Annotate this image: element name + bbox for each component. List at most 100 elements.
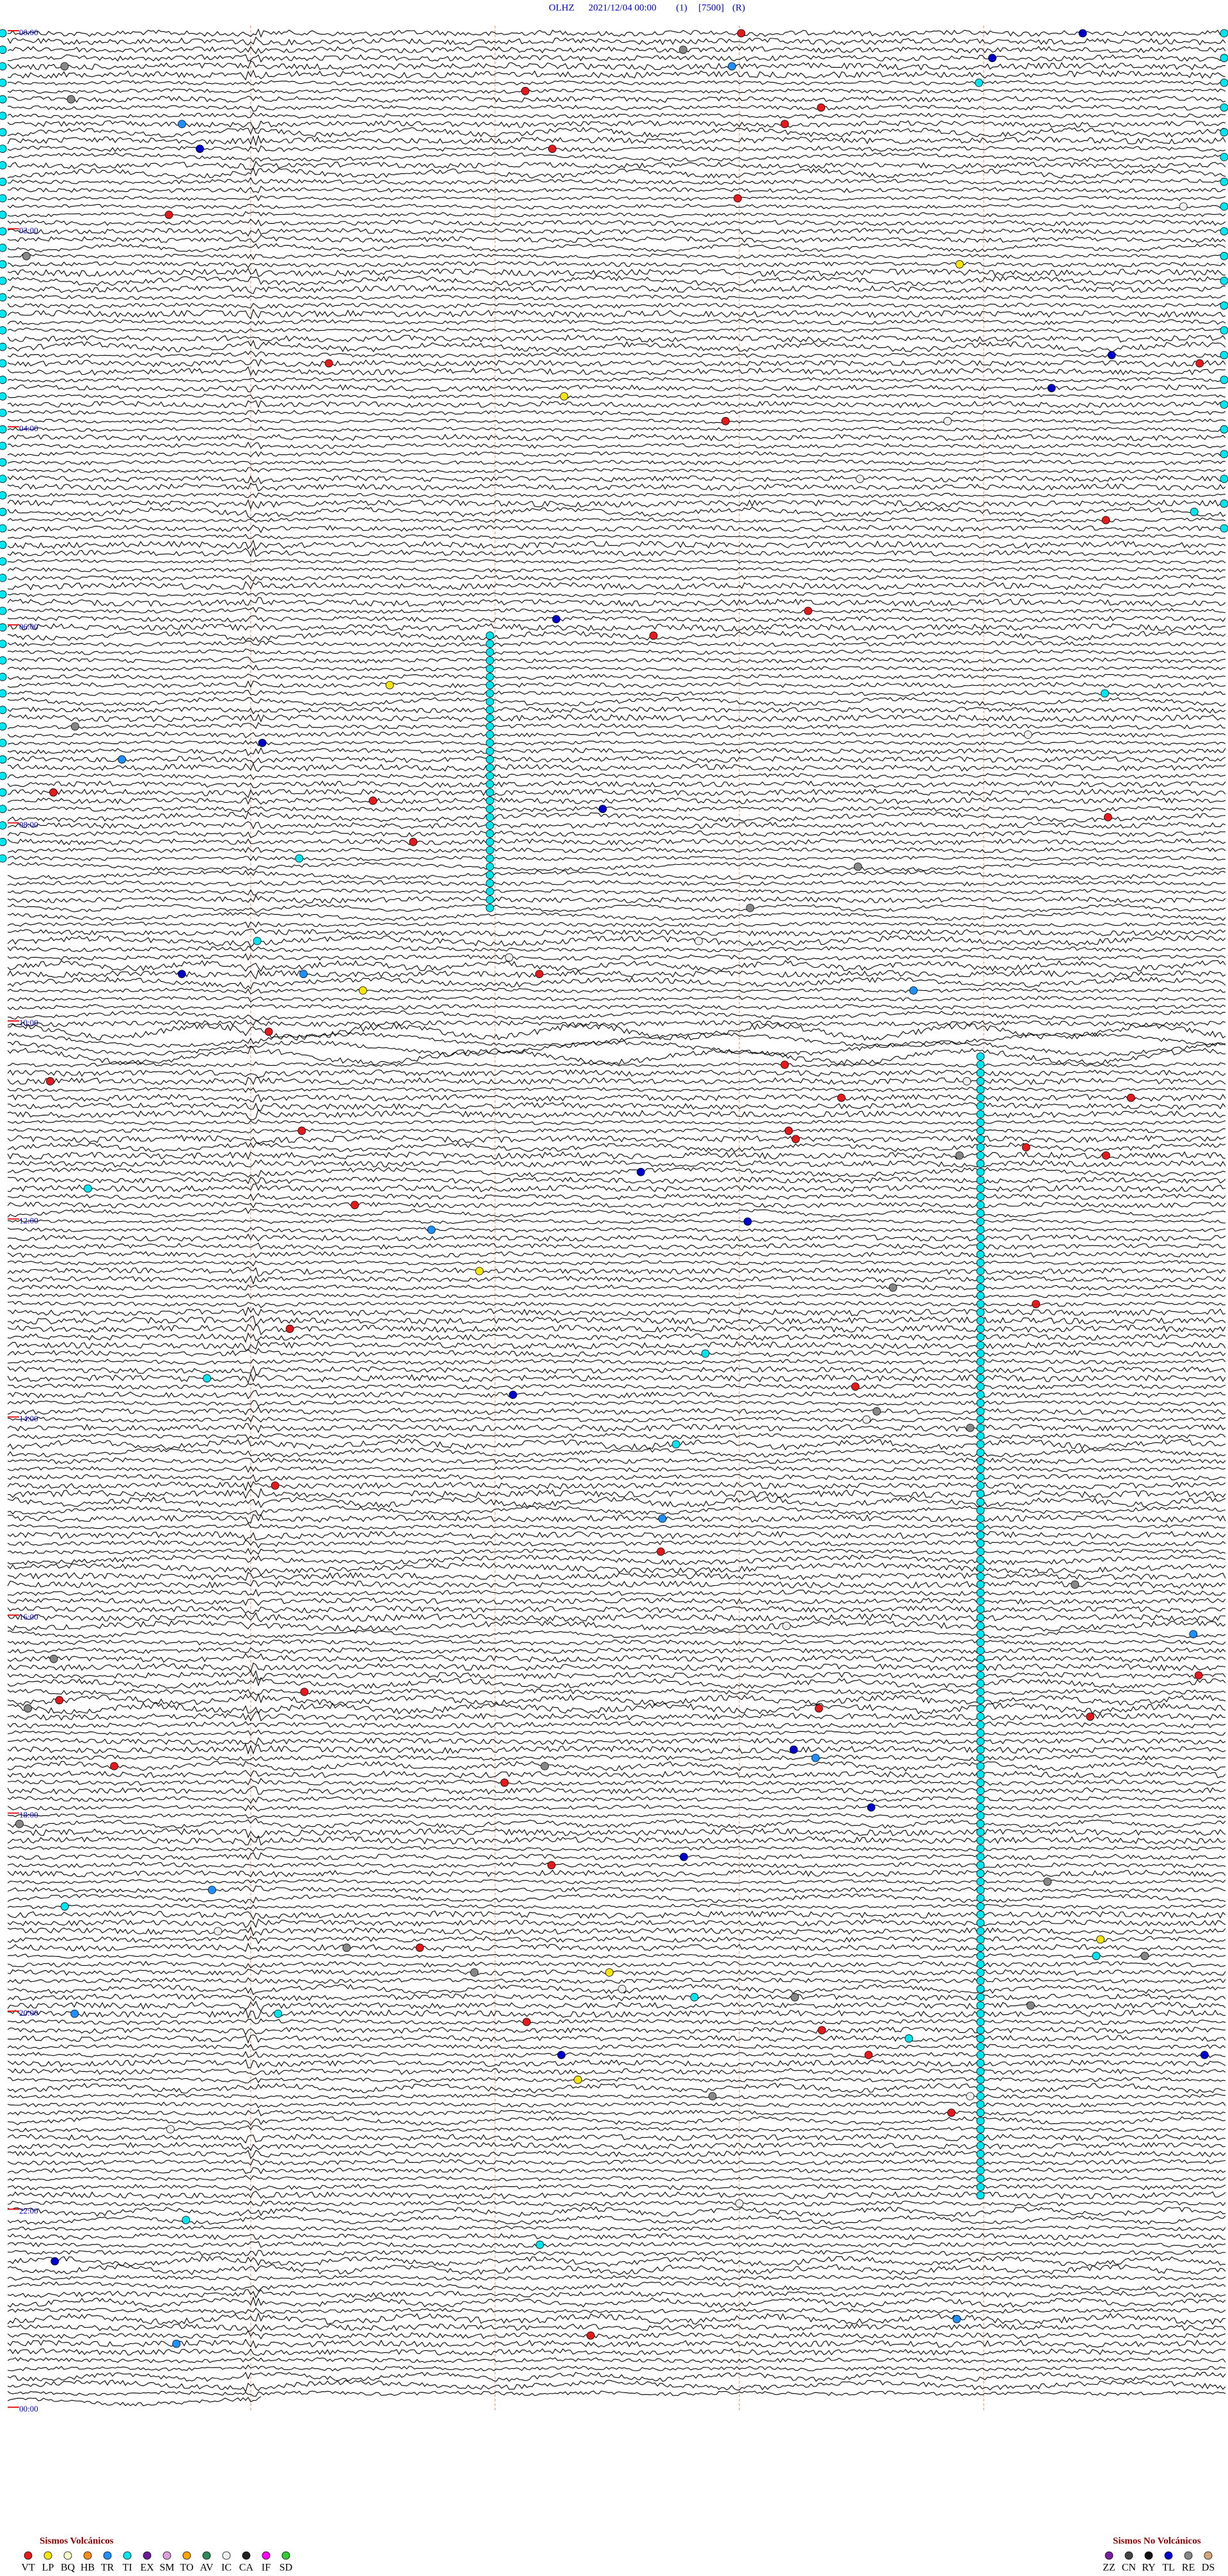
event-marker	[976, 1077, 985, 1086]
trace	[7, 2116, 1226, 2126]
event-marker	[1021, 1143, 1030, 1151]
event-marker	[851, 1382, 860, 1391]
trace	[7, 1904, 1226, 1911]
trace	[7, 1293, 1226, 1299]
trace	[7, 328, 1226, 333]
event-marker	[1220, 301, 1228, 310]
legend-title: Sismos Volcánicos	[40, 2536, 114, 2546]
trace	[7, 145, 1226, 153]
event-marker	[1086, 1712, 1094, 1721]
legend-swatch	[1184, 2551, 1193, 2560]
event-marker	[976, 1432, 985, 1441]
event-marker	[976, 2125, 985, 2134]
trace	[7, 558, 1226, 564]
event-marker	[350, 1201, 359, 1210]
trace	[7, 1251, 1226, 1259]
legend-title: Sismos No Volcánicos	[1113, 2536, 1201, 2546]
trace	[7, 805, 1226, 813]
trace	[7, 1770, 1226, 1778]
event-marker	[409, 837, 418, 846]
event-marker	[1220, 450, 1228, 459]
event-marker	[1101, 1151, 1110, 1160]
trace	[7, 1934, 1226, 1945]
event-marker	[258, 739, 267, 747]
event-marker	[811, 1753, 820, 1762]
event-marker	[485, 731, 494, 739]
event-markers	[0, 29, 1228, 2348]
event-marker	[1078, 29, 1087, 38]
event-marker	[521, 86, 530, 95]
event-marker	[485, 862, 494, 871]
trace	[7, 1813, 1226, 1819]
event-marker	[976, 1588, 985, 1597]
event-marker	[976, 1267, 985, 1276]
header: OLHZ 2021/12/04 00:00 (1) [7500] (R)	[549, 3, 745, 13]
event-marker	[976, 1481, 985, 1490]
event-marker	[485, 771, 494, 780]
trace	[7, 218, 1226, 226]
trace	[7, 648, 1226, 655]
trace	[7, 499, 1226, 510]
event-marker	[976, 1671, 985, 1680]
trace	[7, 1159, 1226, 1168]
event-marker	[976, 1778, 985, 1787]
event-marker	[1220, 524, 1228, 533]
trace	[7, 366, 1226, 376]
event-marker	[976, 1844, 985, 1853]
event-marker	[324, 359, 333, 368]
event-marker	[470, 1968, 479, 1977]
event-marker	[976, 1440, 985, 1449]
time-tick	[8, 1218, 19, 1220]
event-marker	[285, 1324, 294, 1333]
event-marker	[976, 2191, 985, 2200]
event-marker	[415, 1943, 424, 1952]
trace	[7, 1693, 1226, 1706]
trace	[7, 640, 1226, 647]
event-marker	[485, 854, 494, 863]
trace	[7, 1093, 1226, 1103]
event-marker	[976, 1209, 985, 1218]
event-marker	[976, 1770, 985, 1779]
event-marker	[1179, 202, 1188, 211]
trace	[7, 597, 1226, 607]
event-marker	[586, 2331, 595, 2340]
event-marker	[966, 1423, 975, 1432]
trace	[7, 788, 1226, 798]
event-marker	[658, 1514, 667, 1523]
trace	[7, 228, 1226, 237]
event-marker	[485, 664, 494, 673]
trace	[7, 1522, 1226, 1530]
event-marker	[976, 1357, 985, 1366]
event-marker	[976, 1993, 985, 2002]
trace	[7, 755, 1226, 764]
event-marker	[1220, 227, 1228, 235]
event-marker	[976, 1580, 985, 1589]
trace	[7, 1861, 1226, 1869]
trace	[7, 434, 1226, 441]
time-label: 06:00	[19, 622, 38, 631]
trace	[7, 2307, 1226, 2314]
event-marker	[976, 2018, 985, 2027]
trace	[7, 1457, 1226, 1465]
event-marker	[976, 1762, 985, 1771]
event-marker	[618, 1984, 627, 1993]
legend-label: EX	[140, 2563, 154, 2573]
event-marker	[943, 416, 952, 425]
trace	[7, 1702, 1226, 1715]
trace	[7, 935, 1226, 948]
trace	[7, 2264, 1226, 2275]
trace	[7, 2364, 1226, 2371]
event-marker	[904, 2034, 913, 2043]
trace	[7, 869, 1226, 880]
event-marker	[976, 1118, 985, 1127]
trace	[7, 1531, 1226, 1541]
event-marker	[988, 54, 996, 63]
event-marker	[297, 1126, 306, 1135]
datetime: 2021/12/04 00:00	[588, 3, 656, 13]
trace	[7, 1993, 1226, 2002]
trace	[7, 2000, 1226, 2012]
event-marker	[0, 524, 7, 533]
event-marker	[60, 1902, 69, 1911]
event-marker	[976, 2009, 985, 2018]
trace	[7, 889, 1226, 896]
